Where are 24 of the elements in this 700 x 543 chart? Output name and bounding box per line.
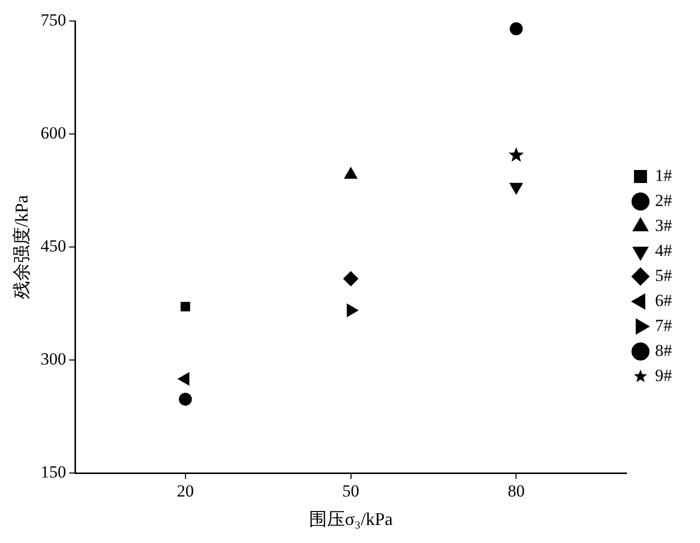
point [178, 392, 192, 406]
legend-label: 8# [655, 340, 672, 360]
x-axis-title: 围压σ₃/kPa [308, 508, 393, 529]
point [180, 302, 190, 312]
x-tick-label: 80 [508, 482, 525, 501]
y-tick-label: 450 [40, 236, 66, 256]
y-tick-label: 750 [40, 10, 66, 30]
x-tick-label: 50 [342, 482, 360, 501]
legend-label: 3# [655, 216, 672, 235]
y-tick-label: 300 [40, 350, 66, 369]
y-tick-label: 150 [40, 462, 66, 482]
legend-label: 1# [655, 166, 672, 185]
y-axis-title: 残余强度/kPa [12, 195, 32, 300]
legend-label: 7# [655, 316, 672, 335]
legend-label: 9# [655, 366, 672, 385]
legend-label: 5# [655, 266, 672, 285]
x-tick-label: 20 [176, 482, 194, 501]
point [343, 271, 358, 286]
legend-label: 2# [655, 190, 672, 210]
y-tick-label: 600 [40, 124, 66, 143]
point [510, 22, 523, 36]
legend-label: 6# [655, 290, 672, 310]
legend-label: 4# [655, 240, 672, 260]
point [508, 147, 524, 162]
